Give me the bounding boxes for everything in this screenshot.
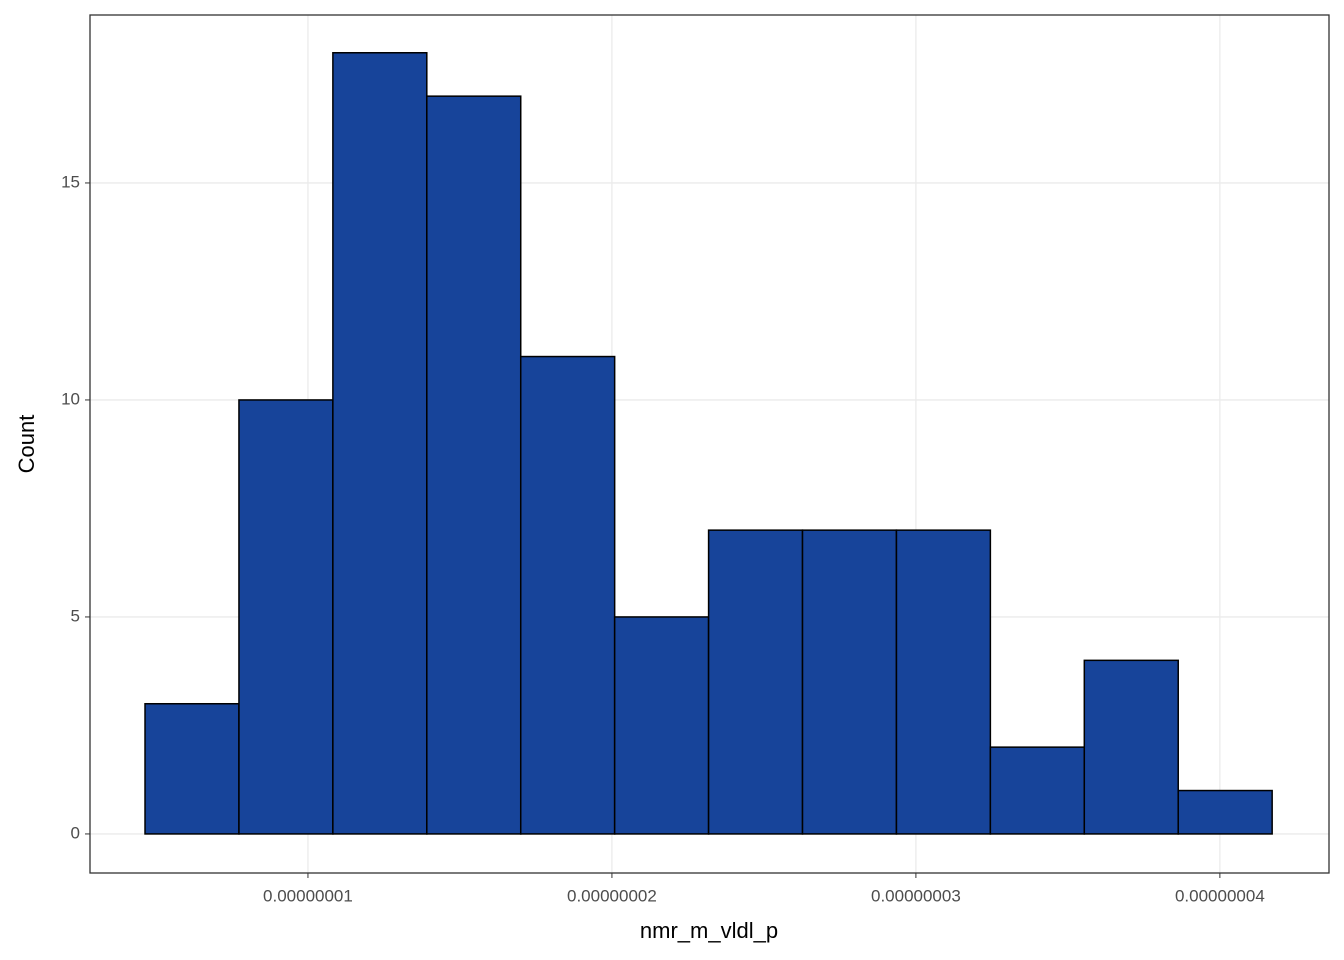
bar bbox=[144, 702, 240, 835]
panel-border bbox=[89, 14, 1330, 874]
bar bbox=[238, 399, 334, 835]
bar bbox=[1083, 659, 1179, 835]
bar bbox=[707, 529, 804, 835]
x-tick-label: 0.00000001 bbox=[263, 886, 353, 905]
bar bbox=[332, 52, 428, 835]
bar bbox=[989, 746, 1086, 835]
bar bbox=[426, 95, 522, 835]
y-tick-label: 0 bbox=[71, 823, 80, 842]
y-tick-label: 10 bbox=[61, 389, 80, 408]
x-tick-label: 0.00000002 bbox=[567, 886, 657, 905]
bar bbox=[895, 529, 992, 835]
bar bbox=[1177, 789, 1273, 835]
x-tick-label: 0.00000004 bbox=[1175, 886, 1265, 905]
y-axis-title: Count bbox=[14, 415, 39, 474]
bar bbox=[613, 616, 710, 835]
bar bbox=[519, 355, 616, 835]
y-tick-label: 5 bbox=[71, 606, 80, 625]
bar bbox=[801, 529, 898, 835]
y-tick-label: 15 bbox=[61, 172, 80, 191]
x-tick-label: 0.00000003 bbox=[871, 886, 961, 905]
x-axis-title: nmr_m_vldl_p bbox=[640, 918, 778, 943]
